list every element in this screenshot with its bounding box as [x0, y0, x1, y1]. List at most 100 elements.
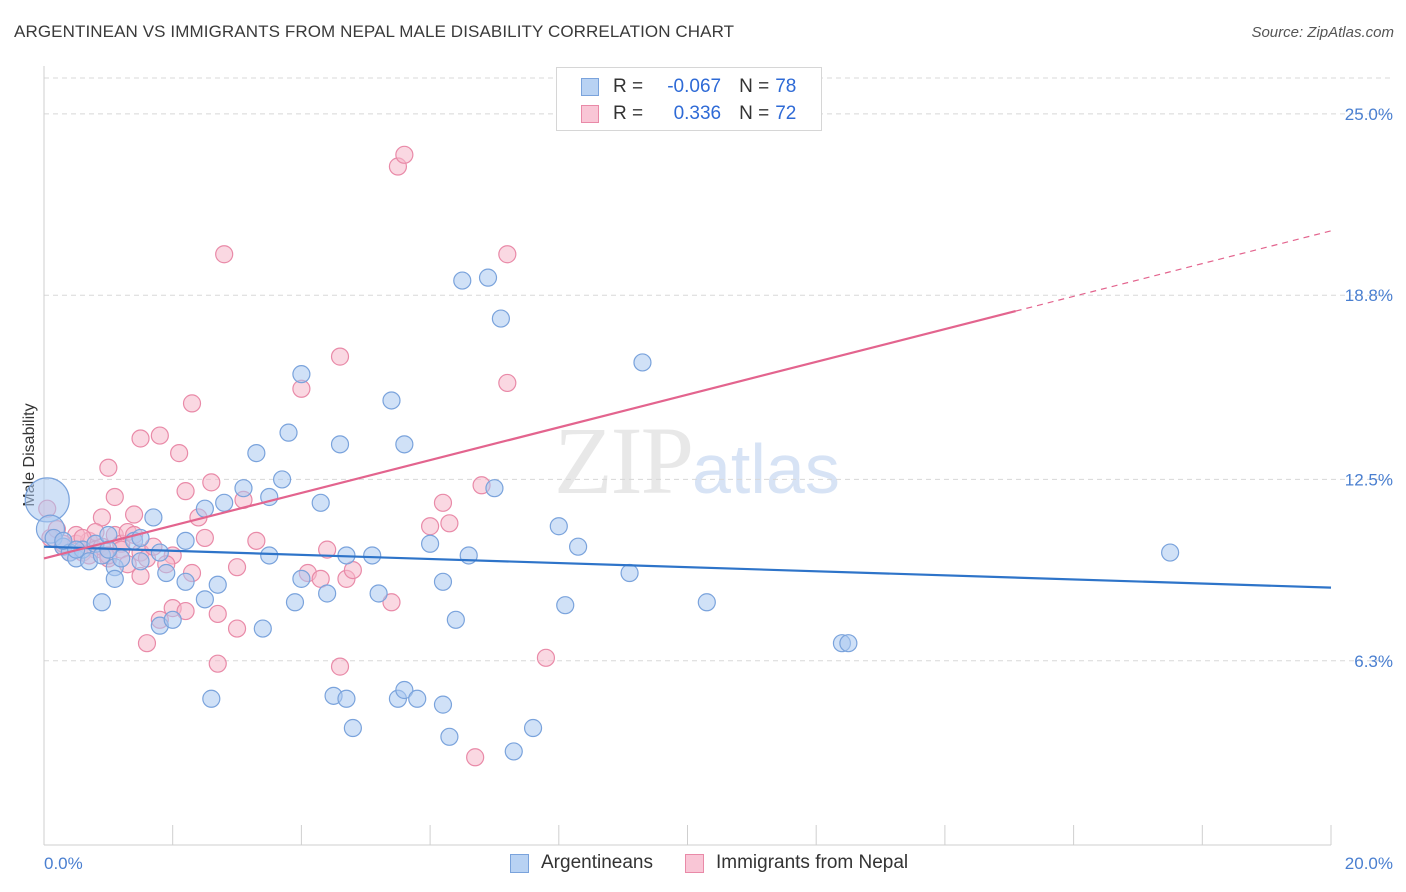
argentinean-point: [504, 742, 523, 761]
argentinean-point: [292, 365, 311, 384]
nepal-point: [536, 648, 556, 667]
argentinean-point: [382, 391, 401, 410]
nepal-trendline-extension: [1015, 230, 1332, 312]
series-legend-nepal[interactable]: Immigrants from Nepal: [684, 852, 909, 874]
nepal-point: [498, 245, 517, 264]
argentinean-point: [549, 517, 568, 536]
nepal-point: [99, 458, 118, 477]
argentinean-point: [369, 584, 388, 603]
argentinean-point: [150, 543, 169, 562]
y-tick-label: 12.5%: [1345, 470, 1393, 489]
argentinean-point: [697, 593, 716, 612]
argentinean-point: [478, 268, 498, 287]
watermark-atlas: atlas: [692, 430, 840, 508]
series-legend: Argentineans Immigrants from Nepal: [510, 852, 940, 874]
argentinean-point: [279, 423, 298, 442]
nepal-point: [227, 619, 247, 638]
argentinean-point: [633, 353, 652, 372]
nepal-point: [124, 505, 144, 524]
nepal-point: [215, 245, 234, 264]
argentinean-point: [421, 534, 440, 553]
argentinean-point: [1161, 543, 1180, 562]
legend-row-argentineans: R = -0.067 N = 78: [581, 74, 796, 100]
series-legend-argentineans[interactable]: Argentineans: [510, 852, 653, 874]
nepal-point: [395, 145, 414, 164]
argentinean-point: [144, 508, 163, 527]
argentinean-point: [92, 593, 112, 612]
legend-n-value: 72: [775, 103, 797, 124]
argentinean-point: [272, 470, 292, 489]
legend-r-label: R =: [613, 103, 644, 124]
nepal-point: [208, 604, 227, 624]
argentinean-point: [491, 309, 510, 328]
argentinean-point: [260, 546, 279, 565]
argentinean-point: [408, 689, 427, 708]
argentinean-point: [337, 689, 356, 708]
nepal-point: [330, 347, 350, 366]
legend-r-label: R =: [613, 76, 644, 97]
argentinean-point: [485, 479, 504, 498]
y-tick-label: 6.3%: [1354, 652, 1393, 671]
watermark: ZIPatlas: [554, 405, 840, 516]
argentinean-point: [318, 584, 337, 603]
y-tick-label: 18.8%: [1345, 286, 1393, 305]
chart-title: ARGENTINEAN VS IMMIGRANTS FROM NEPAL MAL…: [14, 22, 735, 41]
argentinean-point: [176, 531, 195, 550]
argentinean-point: [247, 444, 266, 463]
nepal-point: [202, 473, 221, 492]
nepal-trendline: [43, 310, 1016, 560]
nepal-point: [440, 514, 459, 533]
y-tick-label: 25.0%: [1345, 105, 1393, 124]
argentinean-point: [620, 563, 639, 583]
argentinean-point: [363, 546, 382, 565]
nepal-point: [433, 493, 453, 512]
nepal-point: [176, 482, 195, 501]
argentinean-point: [54, 531, 73, 550]
argentinean-point: [343, 718, 362, 738]
correlation-legend: R = -0.067 N = 78 R = 0.336 N = 72: [556, 67, 822, 131]
argentinean-point: [131, 552, 150, 571]
argentinean-point: [253, 619, 272, 638]
nepal-point: [105, 487, 124, 507]
argentinean-point: [453, 271, 472, 290]
argentinean-point: [440, 727, 459, 746]
nepal-point: [421, 517, 440, 536]
nepal-point: [170, 444, 189, 463]
legend-r-value: 0.336: [673, 103, 722, 124]
legend-r-value: -0.067: [667, 76, 722, 97]
nepal-point: [137, 634, 157, 653]
nepal-point: [247, 531, 266, 550]
series-swatch-pink: [684, 853, 704, 873]
argentinean-point: [202, 689, 221, 708]
argentinean-point: [105, 569, 124, 588]
argentinean-trendline: [43, 545, 1332, 589]
argentinean-point: [839, 634, 858, 653]
argentinean-point: [395, 680, 414, 700]
argentinean-point: [433, 572, 453, 591]
legend-swatch-blue: [581, 78, 599, 96]
argentinean-point: [195, 590, 214, 609]
series-label-argentineans: Argentineans: [541, 852, 653, 873]
legend-n-value: 78: [775, 76, 797, 97]
argentinean-point: [433, 695, 453, 714]
watermark-zip: ZIP: [554, 407, 694, 514]
nepal-point: [498, 373, 517, 393]
nepal-point: [466, 748, 485, 767]
series-label-nepal: Immigrants from Nepal: [715, 852, 909, 873]
source-credit: Source: ZipAtlas.com: [1251, 24, 1394, 41]
nepal-point: [176, 601, 195, 621]
argentinean-point: [208, 575, 227, 594]
argentinean-point: [157, 563, 176, 583]
legend-row-nepal: R = 0.336 N = 72: [581, 101, 796, 127]
x-tick-label: 0.0%: [44, 854, 83, 873]
argentinean-point: [163, 610, 182, 629]
nepal-point: [131, 429, 150, 448]
nepal-point: [318, 540, 337, 559]
argentinean-point: [176, 572, 195, 591]
argentinean-point: [523, 718, 543, 738]
nepal-point: [208, 654, 227, 673]
nepal-point: [330, 657, 350, 676]
argentinean-point: [292, 569, 311, 588]
y-axis-label: Male Disability: [21, 403, 38, 506]
